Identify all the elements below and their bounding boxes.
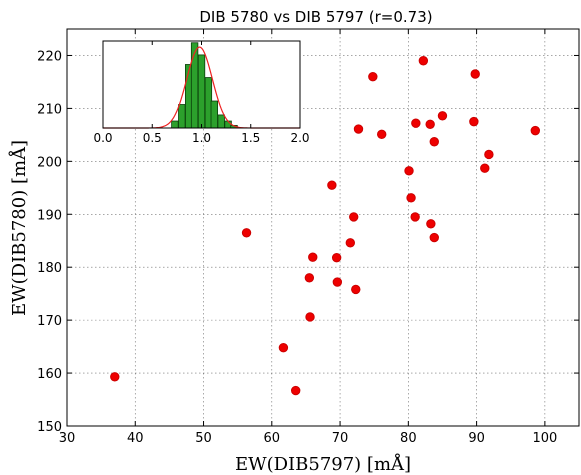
data-point (345, 238, 356, 248)
data-point (470, 69, 480, 79)
y-tick-label: 220 (37, 49, 62, 64)
histogram-bar (217, 114, 225, 129)
inset-x-tick-label: 0.5 (143, 131, 162, 145)
x-tick-label: 50 (195, 431, 212, 446)
main-ticks: 30 40 50 60 70 80 90 100 150 160 170 180 190 200 210 22… (37, 29, 579, 446)
y-tick-label: 180 (37, 261, 62, 276)
data-point (331, 252, 342, 263)
y-tick-label: 190 (37, 208, 62, 223)
inset-ticks: 0.0 0.5 1.0 1.5 2.0 (93, 41, 310, 145)
data-point (406, 193, 416, 203)
data-point (530, 125, 541, 136)
data-point (308, 252, 318, 262)
inset-x-tick-label: 1.5 (241, 131, 260, 145)
data-point (332, 277, 343, 287)
x-tick-label: 30 (59, 431, 76, 446)
inset-x-tick-label: 1.0 (192, 131, 211, 145)
data-point (377, 129, 387, 140)
data-point (484, 149, 494, 160)
data-point (353, 124, 364, 134)
data-point (327, 180, 337, 190)
scatter-points (110, 56, 541, 396)
x-tick-label: 40 (127, 431, 144, 446)
data-point (429, 232, 439, 243)
y-tick-label: 200 (37, 155, 62, 170)
data-point (411, 118, 421, 128)
histogram-bar (197, 54, 206, 129)
y-tick-label: 170 (37, 314, 62, 329)
data-point (290, 385, 301, 396)
data-point (110, 372, 120, 382)
plot-frame (66, 28, 580, 427)
y-tick-label: 160 (37, 367, 62, 382)
histogram-bar (190, 42, 199, 129)
histogram-bar (178, 104, 186, 129)
inset-histogram: 0.0 0.5 1.0 1.5 2.0 (93, 40, 310, 145)
x-tick-label: 90 (468, 431, 485, 446)
x-tick-label: 100 (532, 431, 557, 446)
data-point (304, 273, 315, 283)
histogram-bar (171, 120, 179, 129)
data-point (426, 219, 436, 229)
data-point (480, 163, 490, 173)
histogram-bar (210, 100, 218, 129)
x-tick-label: 60 (264, 431, 281, 446)
y-tick-label: 210 (37, 102, 62, 117)
data-point (349, 212, 359, 222)
data-point (469, 116, 479, 127)
chart-title: DIB 5780 vs DIB 5797 (r=0.73) (199, 8, 432, 26)
data-point (351, 284, 361, 295)
x-tick-label: 70 (332, 431, 349, 446)
inset-x-tick-label: 0.0 (93, 131, 112, 145)
data-point (368, 71, 378, 82)
data-point (305, 312, 315, 322)
data-point (241, 228, 252, 238)
x-axis-label: EW(DIB5797) [mÅ] (235, 453, 411, 475)
data-point (437, 111, 448, 121)
data-point (404, 166, 414, 176)
y-axis-label: EW(DIB5780) [mÅ] (8, 140, 30, 316)
data-point (410, 212, 420, 222)
inset-x-tick-label: 2.0 (290, 131, 309, 145)
data-point (418, 56, 429, 66)
data-point (425, 119, 435, 129)
x-tick-label: 80 (400, 431, 417, 446)
data-point (429, 137, 439, 147)
y-tick-label: 150 (37, 420, 62, 435)
data-point (278, 342, 289, 353)
